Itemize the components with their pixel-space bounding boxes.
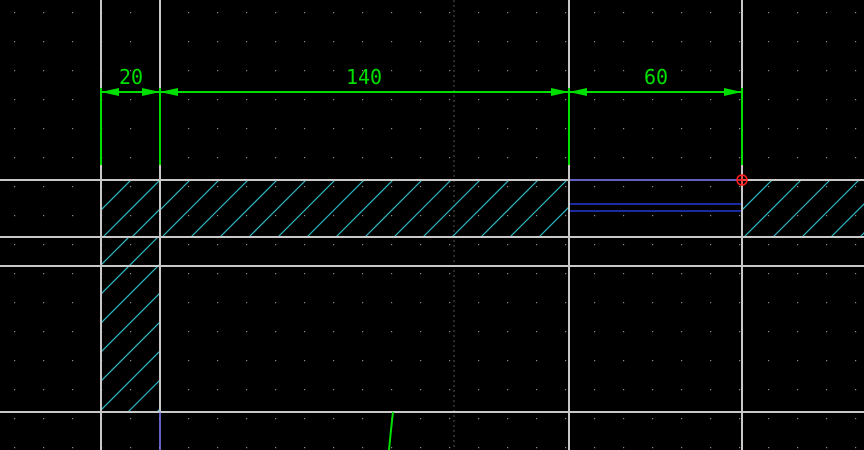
dimension-lines [100, 88, 743, 165]
sketch-stroke [388, 411, 394, 450]
dimension-label-140[interactable]: 140 [346, 65, 382, 89]
dim-arrow-icon [101, 88, 119, 96]
dim-arrow-icon [724, 88, 742, 96]
dim-arrow-icon [551, 88, 569, 96]
dim-arrow-icon [142, 88, 160, 96]
dim-arrow-icon [569, 88, 587, 96]
snap-point-icon[interactable] [736, 174, 748, 186]
dimension-label-60[interactable]: 60 [644, 65, 668, 89]
dim-arrow-icon [160, 88, 178, 96]
wall-hatch [101, 180, 864, 412]
dimension-label-20[interactable]: 20 [119, 65, 143, 89]
grid-dots [14, 12, 857, 449]
